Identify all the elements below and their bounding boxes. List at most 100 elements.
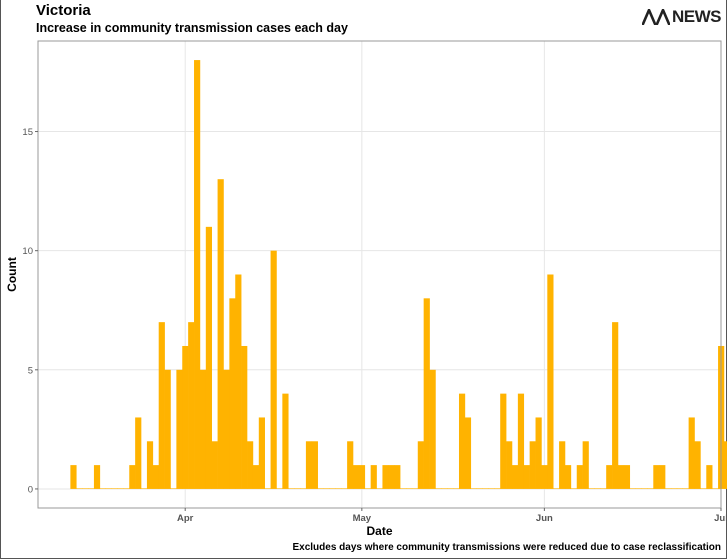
bar	[570, 488, 578, 489]
bar	[111, 488, 118, 489]
bar	[252, 465, 260, 489]
bar	[76, 488, 83, 489]
bar	[300, 488, 307, 489]
bar	[370, 465, 377, 489]
bar	[211, 441, 218, 489]
bar	[435, 488, 442, 489]
y-tick-label: 5	[28, 365, 33, 376]
bars	[70, 60, 727, 489]
bar	[417, 441, 424, 489]
bar	[612, 322, 619, 489]
chart-title: Victoria	[36, 2, 91, 19]
bar	[235, 274, 242, 489]
bar	[388, 465, 395, 489]
bar	[665, 488, 672, 489]
bar	[635, 488, 642, 489]
bar	[170, 488, 177, 489]
bar	[582, 441, 589, 489]
bar	[647, 488, 654, 489]
y-axis-title: Count	[5, 257, 19, 292]
bar	[629, 488, 636, 489]
bar	[464, 417, 472, 489]
y-tick-label: 10	[22, 246, 33, 257]
bar	[105, 488, 112, 489]
bar	[511, 465, 519, 489]
bar	[482, 488, 489, 489]
bar	[199, 369, 207, 489]
bar	[706, 465, 713, 489]
bar	[617, 465, 625, 489]
bar	[247, 441, 254, 489]
bar	[553, 488, 560, 489]
bar	[317, 488, 324, 489]
bar	[335, 488, 342, 489]
bar	[606, 465, 613, 489]
bar	[500, 393, 507, 489]
bar	[441, 488, 448, 489]
bar	[223, 369, 230, 489]
bar	[294, 488, 301, 489]
bar	[93, 465, 101, 489]
bar	[535, 417, 542, 489]
bar	[282, 393, 289, 489]
bar	[517, 393, 525, 489]
bar	[311, 441, 318, 489]
bar	[70, 465, 77, 489]
x-tick-label: Jul	[714, 513, 727, 524]
bar	[453, 488, 460, 489]
bar	[488, 488, 495, 489]
footnote: Excludes days where community transmissi…	[292, 542, 721, 553]
bar	[99, 488, 107, 489]
bar	[700, 488, 707, 489]
y-tick-label: 15	[22, 127, 33, 138]
bar	[376, 488, 383, 489]
x-tick-label: Jun	[536, 513, 553, 524]
bar	[176, 369, 183, 489]
bar	[506, 441, 513, 489]
bar	[158, 322, 165, 489]
bar	[141, 488, 148, 489]
bar	[523, 465, 530, 489]
brand-logo-text: NEWS	[672, 7, 722, 26]
bar	[588, 488, 595, 489]
bar	[641, 488, 648, 489]
bar	[270, 250, 277, 489]
bar	[447, 488, 454, 489]
bar	[188, 322, 195, 489]
bar	[547, 274, 554, 489]
x-tick-label: Apr	[177, 513, 194, 524]
bar	[276, 488, 283, 489]
bar	[653, 465, 660, 489]
bar	[411, 488, 419, 489]
bar	[194, 60, 201, 489]
bar	[217, 179, 224, 489]
bar	[600, 488, 607, 489]
bar	[559, 441, 566, 489]
bar	[694, 441, 701, 489]
bar	[405, 488, 413, 489]
bar	[400, 488, 407, 489]
bar	[129, 465, 136, 489]
bar	[135, 417, 142, 489]
x-tick-label: May	[353, 513, 372, 524]
bar	[117, 488, 124, 489]
bar	[723, 441, 727, 489]
bar	[529, 441, 536, 489]
bar	[564, 465, 572, 489]
bar	[382, 465, 389, 489]
bar	[329, 488, 336, 489]
bar	[205, 226, 212, 489]
bar	[88, 488, 95, 489]
brand-logo: NEWS	[642, 7, 722, 27]
y-tick-label: 0	[28, 484, 33, 495]
bar	[258, 417, 265, 489]
bar	[541, 465, 548, 489]
bar	[623, 465, 631, 489]
bar	[288, 488, 295, 489]
bar	[676, 488, 684, 489]
bar	[182, 345, 189, 489]
bar	[305, 441, 313, 489]
bar	[476, 488, 483, 489]
bar	[712, 488, 719, 489]
